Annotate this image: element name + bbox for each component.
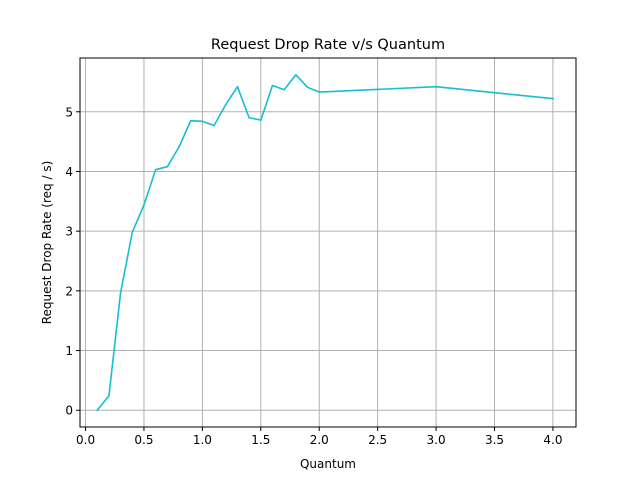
y-tick-label: 0 [65, 404, 73, 418]
data-point [108, 395, 110, 397]
data-point [260, 119, 262, 121]
grid [80, 58, 576, 427]
series-layer [96, 73, 554, 412]
y-tick-label: 5 [65, 105, 73, 119]
y-tick-label: 2 [65, 284, 73, 298]
data-point [96, 409, 99, 412]
data-point [131, 231, 134, 234]
data-point [143, 204, 145, 206]
y-tick-label: 4 [65, 165, 73, 179]
data-point [154, 168, 157, 171]
data-point [201, 120, 204, 123]
x-tick-label: 0.0 [76, 433, 95, 447]
x-tick-label: 2.0 [310, 433, 329, 447]
chart-title: Request Drop Rate v/s Quantum [211, 37, 445, 53]
data-point [189, 119, 192, 122]
y-tick-label: 3 [65, 225, 73, 239]
y-axis-label: Request Drop Rate (req / s) [40, 161, 54, 325]
data-point [552, 97, 554, 100]
data-point [306, 86, 309, 89]
data-point [248, 116, 250, 119]
y-tick-label: 1 [65, 344, 73, 358]
data-point [318, 91, 321, 93]
data-point [166, 165, 169, 168]
data-point [119, 291, 122, 294]
x-tick-label: 3.0 [427, 433, 446, 447]
data-point [213, 124, 215, 127]
ticks: 0.0 0.5 1.0 1.5 2.0 2.5 3.0 3.5 4.0 0 1 2 3 4 5 [65, 105, 562, 447]
data-point [224, 103, 227, 106]
data-point [271, 84, 274, 87]
x-tick-label: 0.5 [134, 433, 153, 447]
x-tick-label: 1.0 [193, 433, 212, 447]
data-point [178, 146, 180, 148]
plot-area-frame [79, 57, 577, 428]
data-point [435, 85, 437, 88]
data-point [283, 88, 285, 91]
data-point [295, 73, 297, 76]
data-point [236, 85, 239, 88]
x-tick-label: 4.0 [543, 433, 562, 447]
x-tick-label: 3.5 [485, 433, 504, 447]
x-tick-label: 2.5 [368, 433, 387, 447]
series-line [96, 73, 554, 412]
x-axis-label: Quantum [300, 457, 356, 471]
x-tick-label: 1.5 [251, 433, 270, 447]
